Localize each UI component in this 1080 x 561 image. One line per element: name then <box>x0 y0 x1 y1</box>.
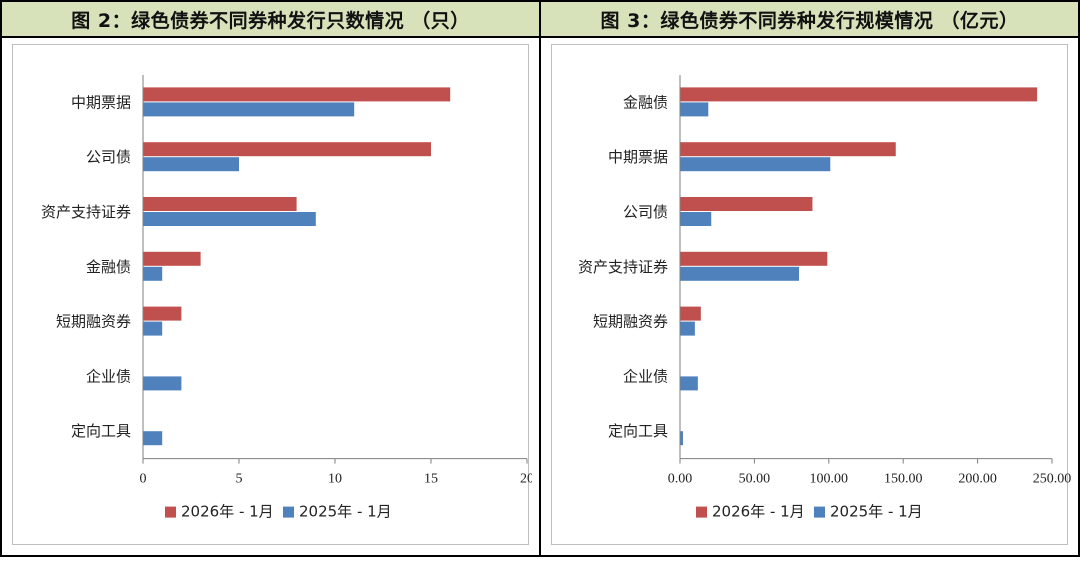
x-tick-label: 10 <box>328 472 342 487</box>
bar-2025-5 <box>143 376 182 391</box>
category-label: 企业债 <box>86 367 131 385</box>
bar-2025-4 <box>143 321 163 336</box>
category-label: 定向工具 <box>71 422 131 440</box>
bar-2026-1 <box>680 142 896 157</box>
chart-title: 图 3：绿色债券不同券种发行规模情况 （亿元） <box>600 9 1019 32</box>
chart-header: 图 2：绿色债券不同券种发行只数情况 （只） <box>2 2 539 38</box>
x-tick-label: 15 <box>424 472 438 487</box>
chart-header: 图 3：绿色债券不同券种发行规模情况 （亿元） <box>541 2 1078 38</box>
legend-label: 2025年 - 1月 <box>299 503 392 521</box>
x-tick-label: 5 <box>236 472 243 487</box>
bar-2026-4 <box>680 306 701 321</box>
bar-2025-0 <box>680 102 709 117</box>
bar-2025-6 <box>680 431 683 446</box>
x-tick-label: 250.00 <box>1033 472 1071 487</box>
bar-2025-5 <box>680 376 698 391</box>
bar-2026-0 <box>143 87 451 102</box>
legend-label: 2026年 - 1月 <box>181 503 274 521</box>
x-tick-label: 150.00 <box>884 472 923 487</box>
bar-2025-6 <box>143 431 163 446</box>
chart-panel-scale: 图 3：绿色债券不同券种发行规模情况 （亿元） 金融债中期票据公司债资产支持证券… <box>539 0 1080 557</box>
category-label: 短期融资券 <box>593 313 668 331</box>
category-label: 中期票据 <box>608 148 668 166</box>
x-tick-label: 20 <box>520 472 532 487</box>
category-label: 金融债 <box>623 93 668 111</box>
bar-2025-3 <box>143 266 163 281</box>
category-label: 企业债 <box>623 367 668 385</box>
category-label: 公司债 <box>86 148 131 166</box>
bar-2026-3 <box>143 251 201 266</box>
bar-2026-2 <box>143 197 297 211</box>
category-label: 中期票据 <box>71 93 131 111</box>
category-label: 公司债 <box>623 203 668 221</box>
bar-2026-1 <box>143 142 431 157</box>
legend-swatch <box>283 506 294 518</box>
x-tick-label: 50.00 <box>739 472 771 487</box>
chart-title: 图 2：绿色债券不同券种发行只数情况 （只） <box>71 9 470 32</box>
category-label: 定向工具 <box>608 422 668 440</box>
legend-swatch <box>814 506 825 518</box>
bar-2025-3 <box>680 266 800 281</box>
chart-frame: 金融债中期票据公司债资产支持证券短期融资券企业债定向工具 0.00 50.00 100… <box>551 44 1071 545</box>
bar-2025-2 <box>680 212 712 226</box>
chart-frame: 中期票据公司债资产支持证券金融债短期融资券企业债定向工具 0 5 10 15 20 2026… <box>12 44 532 545</box>
bar-2026-0 <box>680 87 1038 102</box>
category-label: 资产支持证券 <box>578 258 668 276</box>
category-label: 资产支持证券 <box>41 203 131 221</box>
x-tick-label: 100.00 <box>810 472 849 487</box>
legend-label: 2026年 - 1月 <box>712 503 805 521</box>
bar-2025-4 <box>680 321 695 336</box>
x-tick-label: 200.00 <box>958 472 997 487</box>
legend-swatch <box>165 506 176 518</box>
x-tick-label: 0 <box>140 472 147 487</box>
chart-panel-count: 图 2：绿色债券不同券种发行只数情况 （只） 中期票据公司债资产支持证券金融债短… <box>0 0 541 557</box>
bar-2026-2 <box>680 197 813 211</box>
legend-label: 2025年 - 1月 <box>830 503 923 521</box>
bar-2025-0 <box>143 102 355 117</box>
bar-2025-1 <box>143 157 239 172</box>
bar-2026-3 <box>680 251 828 266</box>
x-tick-label: 0.00 <box>668 472 693 487</box>
category-label: 金融债 <box>86 258 131 276</box>
bar-2026-4 <box>143 306 182 321</box>
bar-2025-1 <box>680 157 831 172</box>
legend-swatch <box>696 506 707 518</box>
category-label: 短期融资券 <box>56 313 131 331</box>
bar-2025-2 <box>143 212 316 226</box>
